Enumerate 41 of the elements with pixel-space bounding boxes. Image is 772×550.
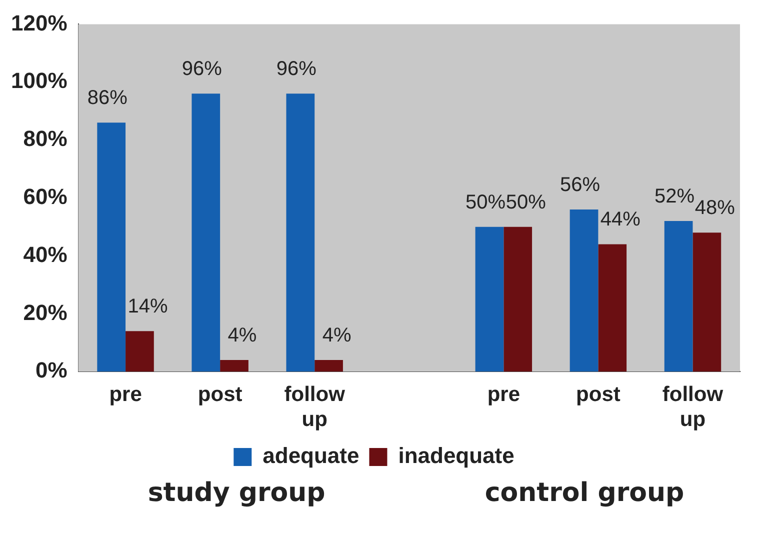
bar	[598, 244, 627, 372]
x-tick-label: post	[198, 382, 242, 406]
data-label: 4%	[228, 324, 257, 347]
y-tick-label: 60%	[23, 184, 68, 209]
y-tick-label: 40%	[23, 242, 68, 267]
data-label: 86%	[87, 87, 128, 110]
bar	[692, 232, 722, 372]
x-tick-label: pre	[109, 382, 142, 406]
data-label: 48%	[694, 197, 736, 220]
bar	[286, 94, 315, 372]
y-tick-label: 0%	[35, 358, 68, 383]
y-tick-label: 20%	[23, 300, 68, 325]
y-tick-label: 80%	[23, 126, 68, 152]
x-tick-label: post	[576, 382, 620, 406]
data-label: 4%	[322, 324, 352, 347]
bar	[192, 94, 220, 372]
x-tick-label: follow up	[284, 382, 346, 432]
bar	[314, 360, 343, 372]
data-label: 50%	[506, 191, 546, 214]
y-tick-label: 100%	[10, 68, 68, 94]
x-tick-label: pre	[487, 382, 520, 406]
data-label: 96%	[276, 58, 317, 80]
data-label: 44%	[600, 208, 641, 231]
y-tick-label: 120%	[10, 10, 68, 36]
legend-label: adequate	[262, 443, 360, 468]
text: study group	[148, 478, 326, 508]
bar	[475, 226, 504, 372]
data-label: 52%	[654, 186, 695, 208]
data-label: 56%	[560, 174, 600, 196]
data-label: 14%	[128, 296, 168, 318]
data-label: 50%	[465, 191, 506, 214]
bar	[220, 360, 248, 372]
bar	[97, 122, 126, 372]
x-tick-label: follow up	[662, 382, 724, 432]
bar	[664, 221, 693, 372]
bar	[126, 331, 154, 372]
data-label: 96%	[182, 58, 222, 80]
bar	[504, 226, 532, 372]
legend-label: inadequate	[398, 443, 514, 468]
text: control group	[484, 478, 684, 508]
bar	[570, 209, 598, 372]
